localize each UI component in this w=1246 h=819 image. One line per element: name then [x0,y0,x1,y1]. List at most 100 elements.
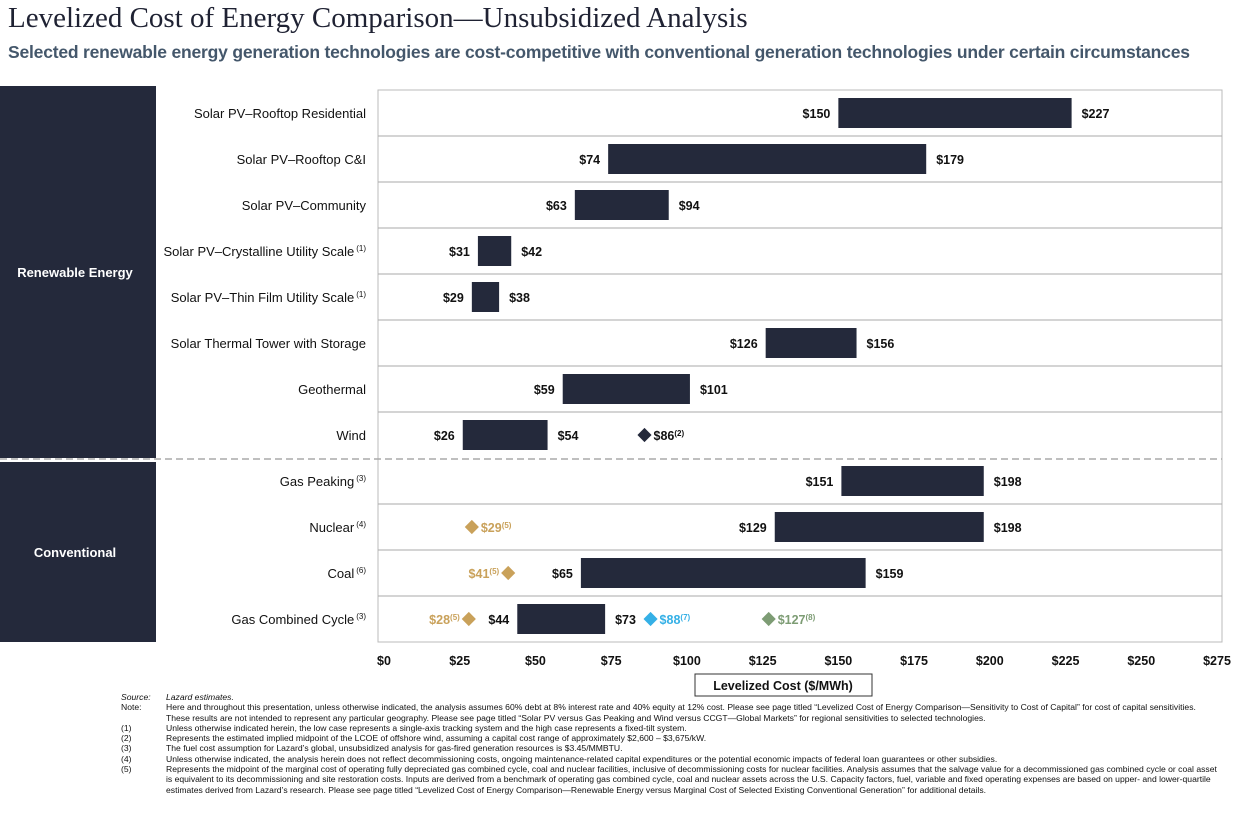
low-value-label: $65 [552,567,573,581]
row: Wind $26 $54 $86(2) [336,420,684,450]
marker-label: $88(7) [660,613,691,627]
range-bar [517,604,606,634]
category-name: Gas Combined Cycle [231,612,354,627]
footnote-text: The fuel cost assumption for Lazard’s gl… [166,743,623,754]
footnote-ref: (6) [356,566,366,575]
footnote-text: Lazard estimates. [166,692,234,702]
footnote-ref: (3) [356,474,366,483]
low-value-label: $74 [579,153,600,167]
row: Solar PV–Crystalline Utility Scale (1) $31… [163,236,542,266]
marker-value: $88 [660,613,681,627]
footnote-ref: (2) [674,429,684,438]
marker-diamond [501,565,516,581]
marker-label: $127(8) [778,613,816,627]
marker-diamond [637,427,652,443]
category-name: Solar PV–Rooftop C&I [237,152,366,167]
x-axis-title-box [694,673,873,697]
category-name: Nuclear [309,520,354,535]
category-label: Solar PV–Rooftop C&I [237,152,366,167]
row: Solar PV–Community $63 $94 [242,190,700,220]
footnote-label: (3) [121,743,132,754]
category-label: Solar PV–Thin Film Utility Scale (1) [171,290,367,305]
footnote-ref: (5) [489,567,499,576]
row: Solar PV–Rooftop Residential $150 $227 [194,98,1109,128]
low-value-label: $63 [546,199,567,213]
row: Gas Combined Cycle (3) $44 $73$28(5) $88(7) $… [231,604,816,634]
category-label: Solar Thermal Tower with Storage [171,336,366,351]
high-value-label: $227 [1082,107,1110,121]
row: Solar PV–Thin Film Utility Scale (1) $29 $3… [171,282,530,312]
footnote: (2) Represents the estimated implied midp… [121,733,1221,743]
low-value-label: $151 [806,475,834,489]
range-bar [608,144,927,174]
range-bar [841,466,984,496]
marker-value: $41 [469,567,490,581]
marker-diamond [761,611,776,627]
footnote-ref: (1) [356,290,366,299]
range-bar [471,282,500,312]
footnote-ref: (1) [356,244,366,253]
x-axis-title: Levelized Cost ($/MWh) [713,679,853,693]
low-value-label: $59 [534,383,555,397]
x-tick-label: $175 [900,654,928,668]
category-name: Coal [327,566,354,581]
group-panel [0,86,156,458]
category-name: Gas Peaking [280,474,354,489]
marker-label: $41(5) [469,567,500,581]
footnote-label: (1) [121,722,132,733]
row: Gas Peaking (3) $151 $198 [280,466,1022,496]
footnote: (5) Represents the midpoint of the margin… [121,764,1221,795]
lcoe-range-chart: Renewable Energy Conventional Solar PV–Roo… [0,86,1231,697]
row: Solar PV–Rooftop C&I $74 $179 [237,144,964,174]
footnote-label: (5) [121,764,132,775]
high-value-label: $94 [679,199,700,213]
low-value-label: $26 [434,429,455,443]
footnote-text: Represents the estimated implied midpoin… [166,733,707,744]
marker-label: $86(2) [654,429,685,443]
marker-label: $29(5) [481,521,512,535]
category-name: Solar PV–Community [242,198,367,213]
footnote-label: Source: [121,692,151,702]
page-title: Levelized Cost of Energy Comparison—Unsu… [8,2,748,34]
low-value-label: $31 [449,245,470,259]
footnote-text: Represents the midpoint of the marginal … [166,764,1217,795]
footnote-ref: (3) [356,612,366,621]
range-bar [774,512,984,542]
x-tick-label: $150 [824,654,852,668]
footnote-label: (2) [121,733,132,744]
high-value-label: $42 [521,245,542,259]
category-name: Geothermal [298,382,366,397]
footnote-ref: (8) [806,613,816,622]
group-label: Renewable Energy [17,265,133,280]
group-panel [0,462,156,642]
row: Coal (6) $65 $159 $41(5) [327,558,903,588]
high-value-label: $73 [615,613,636,627]
high-value-label: $101 [700,383,728,397]
category-label: Wind [336,428,366,443]
category-name: Solar Thermal Tower with Storage [171,336,366,351]
footnotes: Source: Lazard estimates. Note: Here and th… [121,692,1221,795]
low-value-label: $44 [488,613,509,627]
category-label: Solar PV–Rooftop Residential [194,106,366,121]
footnote-label: (4) [121,753,132,764]
marker-diamond [464,519,479,535]
footnote: (4) Unless otherwise indicated, the analy… [121,754,1221,764]
range-bar [580,558,866,588]
range-bar [838,98,1072,128]
category-name: Solar PV–Rooftop Residential [194,106,366,121]
row: Nuclear (4) $129 $198 $29(5) [309,512,1022,542]
group-label: Conventional [34,545,116,560]
range-bar [574,190,669,220]
page-subtitle: Selected renewable energy generation tec… [8,42,1190,62]
marker-diamond [643,611,658,627]
footnote-ref: (7) [680,613,690,622]
x-tick-label: $250 [1127,654,1155,668]
high-value-label: $54 [558,429,579,443]
high-value-label: $198 [994,521,1022,535]
x-tick-label: $275 [1203,654,1231,668]
footnote-ref: (5) [502,521,512,530]
marker-value: $28 [429,613,450,627]
marker-label: $28(5) [429,613,460,627]
high-value-label: $198 [994,475,1022,489]
footnote: Source: Lazard estimates. [121,692,1221,702]
